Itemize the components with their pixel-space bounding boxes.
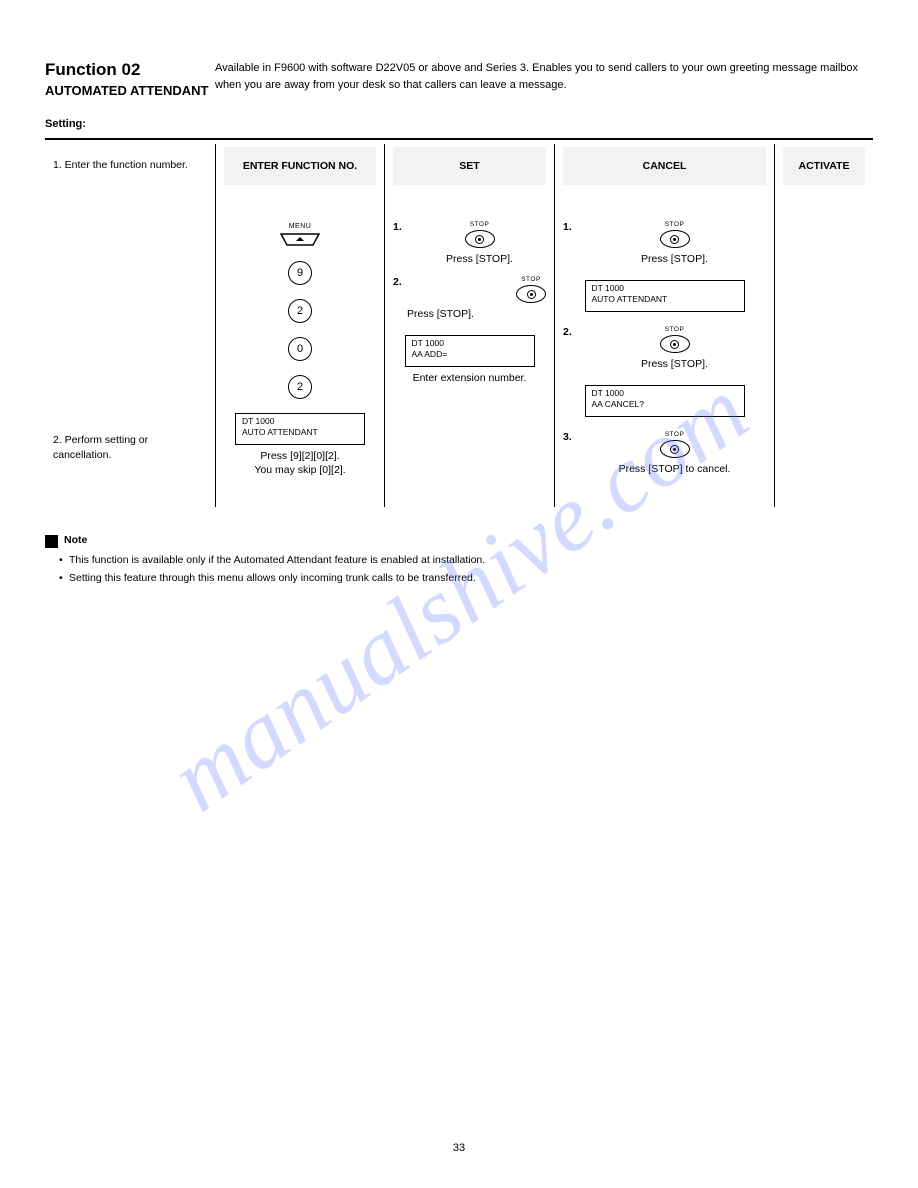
col2-caption: Press [9][2][0][2].You may skip [0][2].: [254, 449, 345, 477]
menu-icon: [279, 232, 321, 247]
col-set: SET 1. STOP Press [STOP].: [385, 144, 555, 507]
col3-head: SET: [393, 147, 546, 185]
stop-icon: [660, 230, 690, 248]
col-activate: ACTIVATE: [775, 144, 873, 507]
step1-text: 1. Enter the function number.: [53, 158, 207, 173]
procedure-table: 1. Enter the function number. 2. Perform…: [45, 144, 873, 507]
step2-text: 2. Perform setting or cancellation.: [53, 433, 207, 463]
stop-icon: [516, 285, 546, 303]
button-2b[interactable]: 2: [288, 375, 312, 399]
section-label: Function 02 AUTOMATED ATTENDANT: [45, 60, 215, 100]
col3-step1: 1. STOP Press [STOP].: [393, 221, 546, 266]
sub-row: Setting:: [45, 118, 873, 130]
col4-display2: DT 1000AA CANCEL?: [585, 385, 745, 417]
col5-head: ACTIVATE: [783, 147, 865, 185]
col-cancel: CANCEL 1. STOP Press [STOP].: [555, 144, 775, 507]
button-9[interactable]: 9: [288, 261, 312, 285]
col-enter-function: ENTER FUNCTION NO. MENU 9 2 0 2 DT 1000A…: [215, 144, 385, 507]
col2-head: ENTER FUNCTION NO.: [224, 147, 376, 185]
col4-step3: 3. STOP Press [STOP] to cancel.: [563, 431, 766, 476]
menu-label: MENU: [289, 223, 312, 230]
note-label: Note: [64, 533, 87, 549]
button-stack: MENU 9 2 0 2: [279, 223, 321, 399]
sub-label: Setting:: [45, 118, 215, 130]
note-icon: [45, 535, 58, 548]
col4-step1: 1. STOP Press [STOP].: [563, 221, 766, 266]
intro-text: Available in F9600 with software D22V05 …: [215, 60, 873, 93]
page: Function 02 AUTOMATED ATTENDANT Availabl…: [0, 0, 918, 627]
stop-icon: [660, 335, 690, 353]
button-0[interactable]: 0: [288, 337, 312, 361]
stop-icon: [660, 440, 690, 458]
display-box: DT 1000AUTO ATTENDANT: [235, 413, 365, 445]
col3-step2: 2. STOP: [393, 276, 546, 303]
col-spacer: 1. Enter the function number. 2. Perform…: [45, 144, 215, 507]
note-item-1: This function is available only if the A…: [59, 553, 873, 569]
page-number: 33: [0, 1142, 918, 1154]
stop-button-c2[interactable]: STOP: [660, 326, 690, 353]
col4-head: CANCEL: [563, 147, 766, 185]
col4-step2: 2. STOP Press [STOP].: [563, 326, 766, 371]
header-title-row: Function 02 AUTOMATED ATTENDANT Availabl…: [45, 60, 873, 100]
stop-button-c1[interactable]: STOP: [660, 221, 690, 248]
button-2[interactable]: 2: [288, 299, 312, 323]
stop-button-2[interactable]: STOP: [516, 276, 546, 303]
stop-icon: [465, 230, 495, 248]
stop-button-c3[interactable]: STOP: [660, 431, 690, 458]
col4-display1: DT 1000AUTO ATTENDANT: [585, 280, 745, 312]
divider: [45, 138, 873, 140]
note-block: Note This function is available only if …: [45, 533, 873, 586]
col3-display: DT 1000AA ADD=: [405, 335, 535, 367]
note-item-2: Setting this feature through this menu a…: [59, 571, 873, 587]
stop-button[interactable]: STOP: [465, 221, 495, 248]
menu-button[interactable]: MENU: [279, 223, 321, 247]
